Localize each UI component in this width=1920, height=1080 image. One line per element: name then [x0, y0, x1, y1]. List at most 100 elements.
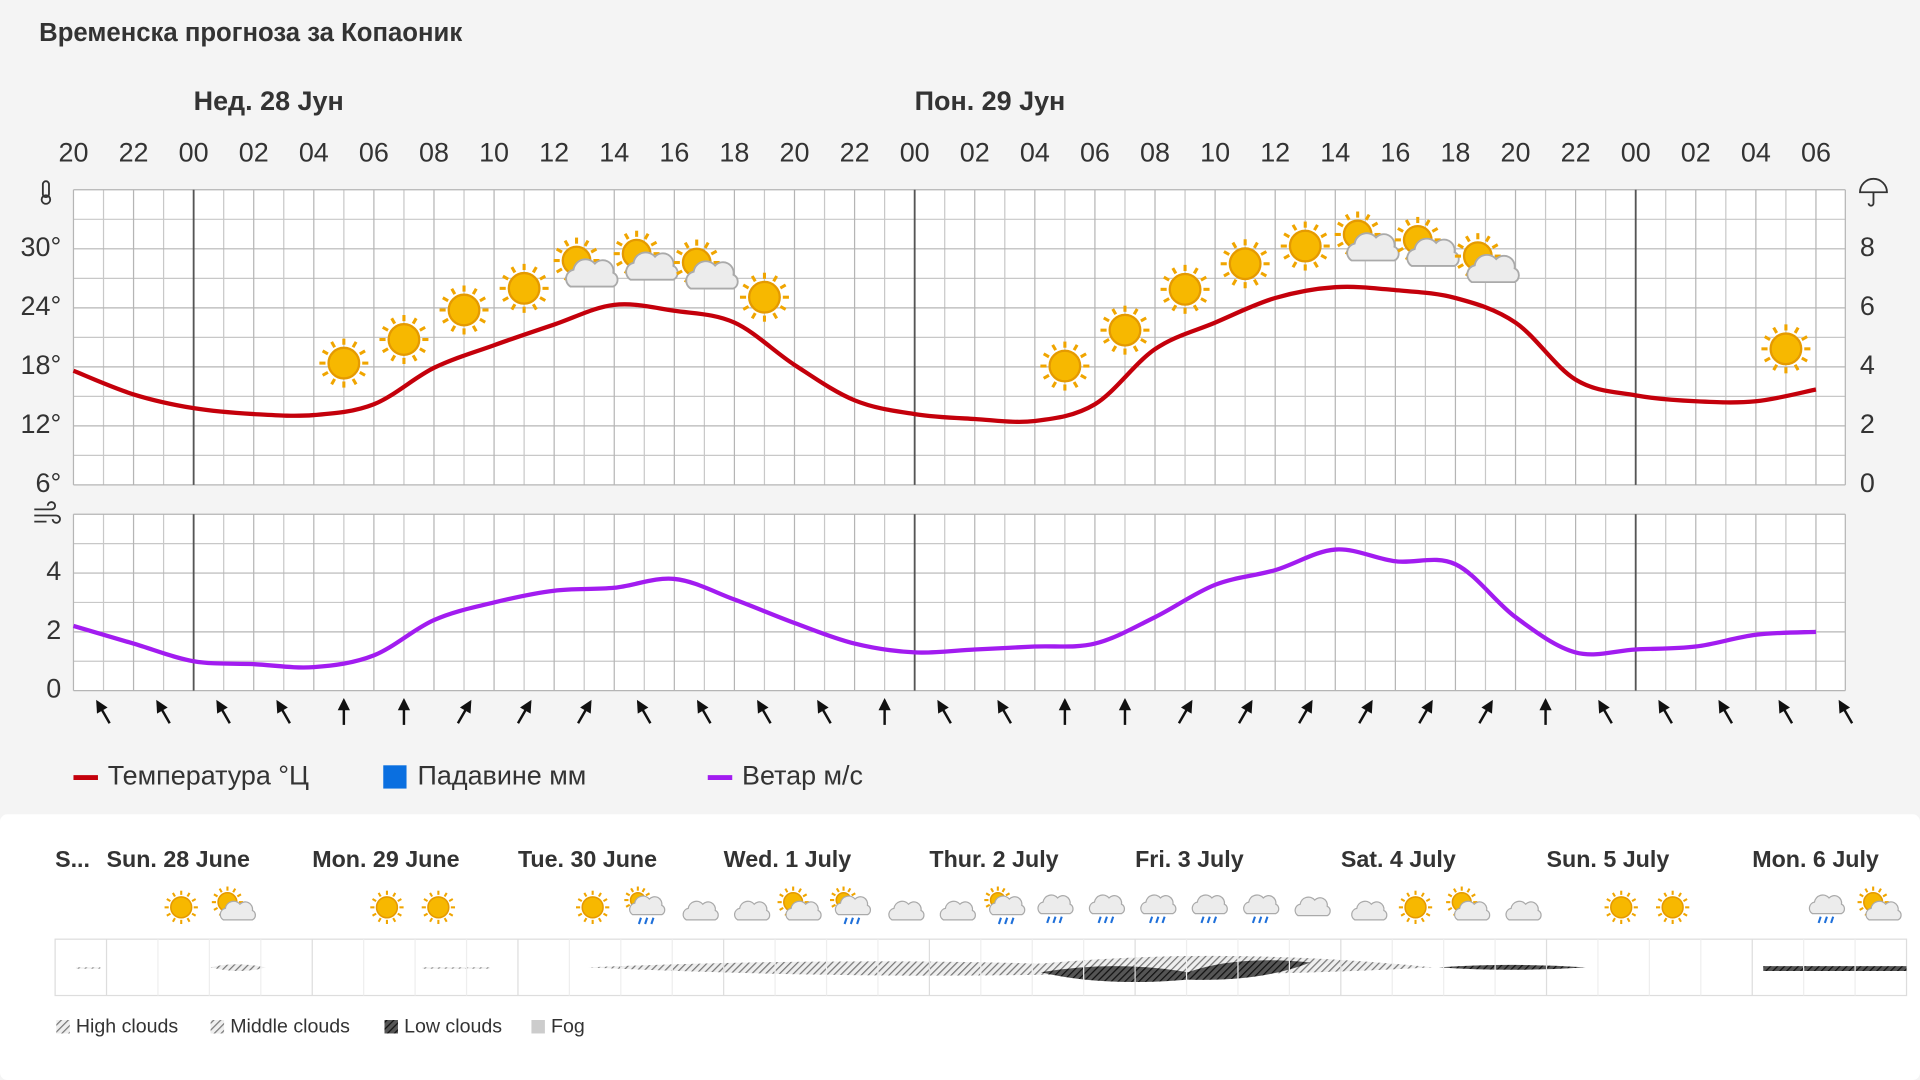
x-tick-label: 16 — [1380, 137, 1410, 167]
sun-ray — [1400, 898, 1406, 903]
x-tick-label: 00 — [900, 137, 930, 167]
cloud — [1140, 894, 1177, 915]
sun-ray — [1793, 326, 1800, 334]
sun-ray — [502, 274, 509, 281]
wind-arrow — [1478, 699, 1493, 724]
arrow-head — [1421, 699, 1433, 714]
sun-disc — [507, 271, 541, 305]
wind-arrow — [1778, 699, 1794, 724]
sun-ray — [990, 887, 995, 893]
cloud-layers — [75, 955, 1907, 983]
sun-ray — [1631, 912, 1637, 917]
sun-ray — [1626, 917, 1631, 923]
arrow-head — [216, 699, 228, 714]
weather-icon — [575, 890, 610, 925]
sun-ray — [1252, 241, 1259, 249]
wind-arrow — [757, 699, 772, 724]
sun-ray — [1320, 253, 1328, 260]
wind-arrow — [1358, 699, 1373, 724]
sun-ray — [330, 341, 336, 348]
sun-ray — [1466, 888, 1471, 893]
sun-ray — [1337, 221, 1344, 228]
sun-ray — [1677, 917, 1682, 923]
sun-ray — [1371, 221, 1379, 228]
sun-ray — [390, 354, 397, 362]
cloud — [1466, 253, 1520, 284]
sun-ray — [1772, 363, 1779, 371]
sun-disc — [427, 896, 450, 919]
sun-ray — [502, 296, 509, 302]
sun-ray — [1102, 338, 1110, 344]
arrow-head — [337, 697, 350, 711]
sun-ray — [539, 296, 547, 302]
cloud — [1037, 894, 1074, 915]
sun-ray — [1465, 235, 1471, 243]
x-tick-label: 22 — [840, 137, 870, 167]
wind-arrow — [516, 699, 532, 724]
sun-disc — [387, 323, 421, 356]
cloud — [1191, 894, 1228, 915]
rain-drop — [1004, 917, 1009, 925]
cloud — [834, 895, 871, 916]
sun-ray — [1283, 232, 1291, 239]
arrow-head — [1718, 699, 1730, 714]
legend-swatch — [383, 765, 407, 789]
day-label: Wed. 1 July — [724, 846, 852, 872]
weather-icon — [1088, 894, 1126, 924]
weather-icon — [624, 886, 666, 925]
wind-arrow — [577, 699, 592, 724]
sun-ray — [1425, 898, 1431, 903]
sun-ray — [1397, 227, 1404, 233]
rain-drop — [637, 917, 642, 925]
sun-ray — [1626, 892, 1631, 898]
sun-ray — [186, 917, 191, 923]
rain-drop — [849, 917, 854, 925]
cloud — [888, 900, 925, 921]
weather-icon — [1280, 221, 1330, 271]
sun-ray — [645, 892, 651, 897]
sun-disc — [327, 346, 361, 380]
sun-ray — [450, 288, 457, 295]
sun-ray — [1772, 326, 1779, 334]
x-tick-label: 16 — [659, 137, 689, 167]
sun-ray — [321, 370, 329, 377]
sun-disc — [748, 280, 781, 314]
wind-arrow — [878, 697, 891, 725]
sun-ray — [166, 898, 171, 903]
rain-drop — [1058, 916, 1063, 924]
sun-ray — [750, 312, 757, 320]
wind-arrow — [456, 699, 472, 724]
sun-ray — [443, 892, 448, 898]
sun-ray — [1111, 308, 1118, 316]
wind-arrow — [397, 697, 411, 725]
sun-disc — [447, 293, 481, 327]
sun-ray — [1420, 917, 1425, 923]
wind-arrow — [697, 699, 712, 724]
rain-drop — [1010, 917, 1015, 925]
sun-ray — [479, 317, 487, 324]
sun-ray — [1223, 250, 1230, 256]
sun-disc — [1661, 896, 1684, 919]
sun-ray — [1291, 261, 1298, 269]
y2-tick-label: 0 — [1860, 468, 1875, 498]
x-tick-label: 06 — [359, 137, 389, 167]
arrow-head — [96, 699, 108, 714]
arrow-head — [817, 699, 829, 714]
arrow-head — [1778, 699, 1790, 714]
x-tick-label: 04 — [1741, 137, 1771, 167]
sun-ray — [577, 898, 583, 903]
weather-icon — [613, 230, 679, 281]
sun-ray — [641, 887, 646, 893]
sun-ray — [602, 912, 608, 917]
sun-ray — [555, 247, 563, 254]
arrow-head — [1361, 699, 1373, 714]
x-tick-label: 12 — [539, 137, 569, 167]
wind-arrow — [1418, 699, 1433, 724]
wind-arrow — [636, 699, 652, 724]
sun-ray — [539, 274, 547, 281]
sun-ray — [1420, 892, 1425, 898]
sun-ray — [191, 898, 197, 903]
sun-ray — [802, 893, 808, 898]
cloud — [1088, 894, 1126, 915]
sun-ray — [429, 917, 434, 923]
